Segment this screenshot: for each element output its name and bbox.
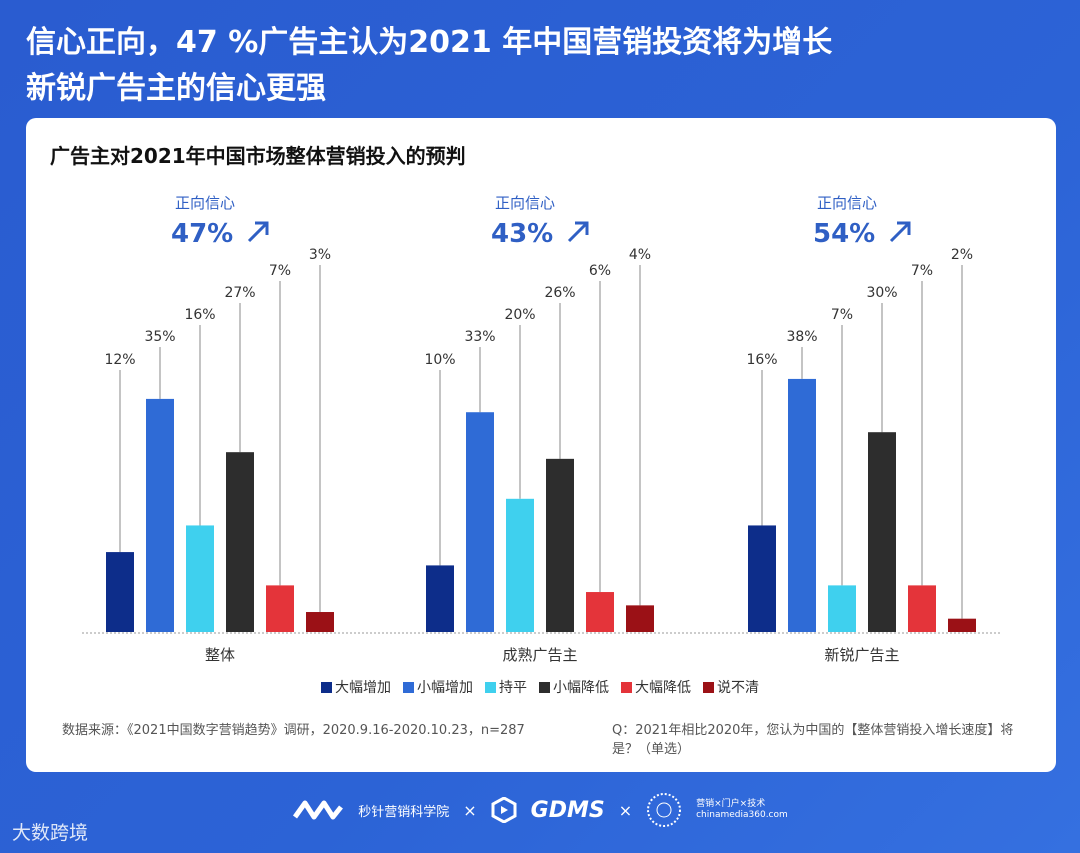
arrow-up-right-icon [889, 221, 911, 243]
bar-说不清 [948, 618, 976, 632]
positive-value: 54% [813, 219, 875, 249]
bar-大幅增加 [106, 552, 134, 632]
title-line-1: 信心正向，47 %广告主认为2021 年中国营销投资将为增长 [26, 25, 833, 60]
brand-miaozhen: 秒针营销科学院 [358, 804, 450, 820]
data-label: 7% [269, 263, 291, 279]
data-label: 10% [424, 352, 455, 368]
bar-大幅增加 [426, 565, 454, 632]
legend-item: 持平 [485, 677, 527, 697]
data-label: 35% [144, 329, 175, 345]
legend-label: 说不清 [717, 680, 759, 696]
bar-大幅降低 [908, 585, 936, 632]
bar-小幅增加 [466, 412, 494, 632]
arrow-up-right-icon [567, 221, 589, 243]
category-label: 新锐广告主 [824, 646, 899, 664]
bar-持平 [828, 585, 856, 632]
data-label: 16% [184, 307, 215, 323]
data-label: 7% [831, 307, 853, 323]
positive-label: 正向信心 [495, 194, 555, 212]
positive-label: 正向信心 [817, 194, 877, 212]
data-label: 26% [544, 285, 575, 301]
data-label: 4% [629, 247, 651, 263]
legend-swatch [539, 681, 550, 693]
question-note: Q：2021年相比2020年，您认为中国的【整体营销投入增长速度】将是？（单选） [612, 719, 1032, 757]
brand-gdms: GDMS [530, 797, 605, 823]
brand3-line1: 营销×门户×技术 [696, 799, 766, 809]
data-label: 38% [786, 329, 817, 345]
data-label: 2% [951, 247, 973, 263]
bar-说不清 [626, 605, 654, 632]
legend-label: 大幅增加 [335, 680, 391, 696]
positive-value: 43% [491, 219, 553, 249]
legend-label: 小幅降低 [553, 680, 609, 696]
data-label: 7% [911, 263, 933, 279]
bar-小幅降低 [546, 458, 574, 632]
bar-说不清 [306, 612, 334, 632]
data-label: 33% [464, 329, 495, 345]
legend-swatch [403, 681, 414, 693]
watermark: 大数跨境 [12, 818, 88, 845]
brand-chinamedia: 营销×门户×技术 chinamedia360.com [696, 799, 788, 821]
arrow-up-right-icon [247, 221, 269, 243]
legend-swatch [321, 681, 332, 693]
bar-大幅降低 [586, 592, 614, 632]
data-label: 12% [104, 352, 135, 368]
legend-item: 大幅降低 [621, 677, 691, 697]
legend-item: 小幅降低 [539, 677, 609, 697]
category-label: 整体 [205, 646, 235, 664]
chinamedia360-logo-icon [647, 793, 682, 827]
positive-value: 47% [171, 219, 233, 249]
bar-持平 [506, 498, 534, 632]
data-label: 16% [746, 352, 777, 368]
title-line-2: 新锐广告主的信心更强 [26, 71, 326, 106]
data-label: 27% [224, 285, 255, 301]
bar-小幅降低 [226, 452, 254, 632]
data-label: 3% [309, 247, 331, 263]
legend-item: 小幅增加 [403, 677, 473, 697]
legend-label: 大幅降低 [635, 680, 691, 696]
bar-持平 [186, 525, 214, 632]
bar-小幅增加 [788, 378, 816, 632]
legend-item: 大幅增加 [321, 677, 391, 697]
bar-大幅增加 [748, 525, 776, 632]
legend-label: 持平 [499, 680, 527, 696]
legend-label: 小幅增加 [417, 680, 473, 696]
legend-swatch [621, 681, 632, 693]
category-label: 成熟广告主 [502, 646, 577, 664]
data-label: 20% [504, 307, 535, 323]
page-title: 信心正向，47 %广告主认为2021 年中国营销投资将为增长 新锐广告主的信心更… [26, 20, 832, 112]
bar-小幅增加 [146, 398, 174, 632]
question-text: Q：2021年相比2020年，您认为中国的【整体营销投入增长速度】将是？（单选） [612, 723, 1014, 757]
positive-label: 正向信心 [175, 194, 235, 212]
source-note: 数据来源：《2021中国数字营销趋势》调研，2020.9.16-2020.10.… [62, 723, 525, 738]
data-label: 6% [589, 263, 611, 279]
gdms-logo-icon [491, 797, 517, 823]
miaozhen-logo-icon [293, 800, 344, 820]
footer-logos: 秒针营销科学院 × GDMS × 营销×门户×技术 chinamedia360.c… [0, 792, 1080, 828]
legend: 大幅增加 小幅增加 持平 小幅降低 大幅降低 说不清 [0, 677, 1080, 697]
legend-swatch [485, 681, 496, 693]
separator: × [618, 800, 633, 820]
brand3-line2: chinamedia360.com [696, 810, 788, 820]
legend-swatch [703, 681, 714, 693]
watermark-text: 大数跨境 [12, 822, 89, 844]
bar-小幅降低 [868, 432, 896, 632]
chart-title: 广告主对2021年中国市场整体营销投入的预判 [50, 144, 466, 168]
separator: × [463, 800, 477, 820]
data-label: 30% [866, 285, 897, 301]
legend-item: 说不清 [703, 677, 759, 697]
bar-大幅降低 [266, 585, 294, 632]
